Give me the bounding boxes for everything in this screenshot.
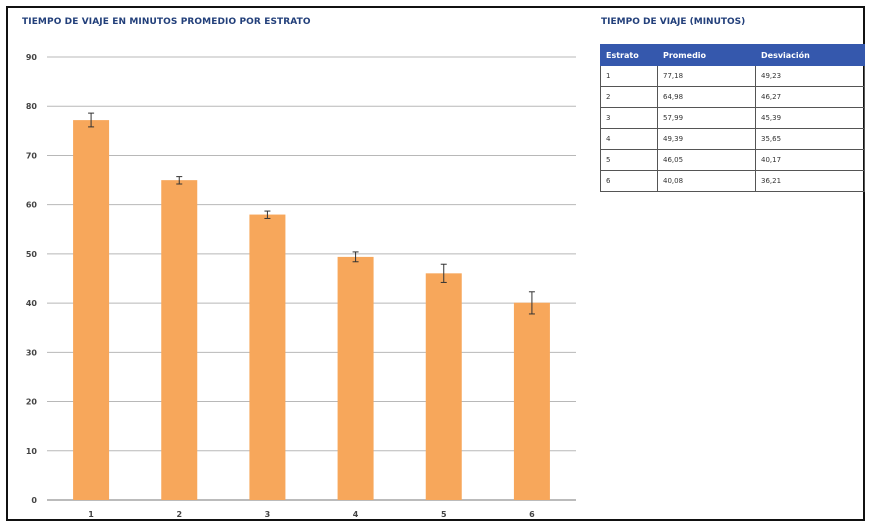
y-tick-label: 70: [26, 151, 38, 160]
cell-estrato: 6: [600, 170, 658, 192]
x-tick-label: 3: [265, 510, 271, 519]
table-row: 5 46,05 40,17: [600, 149, 865, 171]
cell-desviacion: 40,17: [755, 149, 865, 171]
cell-desviacion: 45,39: [755, 107, 865, 129]
bar-estrato-5: [425, 273, 462, 500]
cell-promedio: 40,08: [657, 170, 756, 192]
table-row: 4 49,39 35,65: [600, 128, 865, 150]
cell-desviacion: 36,21: [755, 170, 865, 192]
x-tick-label: 2: [176, 510, 182, 519]
table-header-row: Estrato Promedio Desviación: [600, 44, 865, 66]
y-tick-label: 10: [26, 447, 38, 456]
header-estrato: Estrato: [600, 44, 658, 66]
bar-estrato-6: [513, 302, 550, 500]
header-desviacion: Desviación: [755, 44, 865, 66]
cell-estrato: 3: [600, 107, 658, 129]
y-tick-label: 90: [26, 53, 38, 62]
bar-estrato-3: [249, 214, 286, 500]
table-row: 6 40,08 36,21: [600, 170, 865, 192]
y-tick-label: 30: [26, 348, 38, 357]
x-tick-label: 5: [441, 510, 447, 519]
cell-promedio: 77,18: [657, 65, 756, 87]
y-tick-label: 60: [26, 201, 38, 210]
y-tick-label: 40: [26, 299, 38, 308]
stats-table: Estrato Promedio Desviación 1 77,18 49,2…: [600, 44, 865, 192]
x-tick-label: 1: [88, 510, 94, 519]
cell-estrato: 2: [600, 86, 658, 108]
cell-estrato: 1: [600, 65, 658, 87]
x-tick-label: 4: [353, 510, 359, 519]
y-tick-label: 80: [26, 102, 38, 111]
y-tick-label: 50: [26, 250, 38, 259]
x-tick-label: 6: [529, 510, 535, 519]
table-title: TIEMPO DE VIAJE (MINUTOS): [601, 17, 746, 27]
cell-promedio: 46,05: [657, 149, 756, 171]
cell-desviacion: 49,23: [755, 65, 865, 87]
y-tick-label: 0: [31, 496, 37, 505]
cell-promedio: 49,39: [657, 128, 756, 150]
table-row: 3 57,99 45,39: [600, 107, 865, 129]
chart-title: TIEMPO DE VIAJE EN MINUTOS PROMEDIO POR …: [22, 17, 311, 27]
y-tick-label: 20: [26, 398, 38, 407]
cell-promedio: 57,99: [657, 107, 756, 129]
bar-estrato-4: [337, 256, 374, 500]
cell-estrato: 5: [600, 149, 658, 171]
cell-estrato: 4: [600, 128, 658, 150]
table-row: 1 77,18 49,23: [600, 65, 865, 87]
bar-estrato-2: [161, 180, 198, 501]
bar-estrato-1: [73, 120, 110, 500]
cell-desviacion: 35,65: [755, 128, 865, 150]
header-promedio: Promedio: [657, 44, 756, 66]
table-row: 2 64,98 46,27: [600, 86, 865, 108]
cell-desviacion: 46,27: [755, 86, 865, 108]
cell-promedio: 64,98: [657, 86, 756, 108]
